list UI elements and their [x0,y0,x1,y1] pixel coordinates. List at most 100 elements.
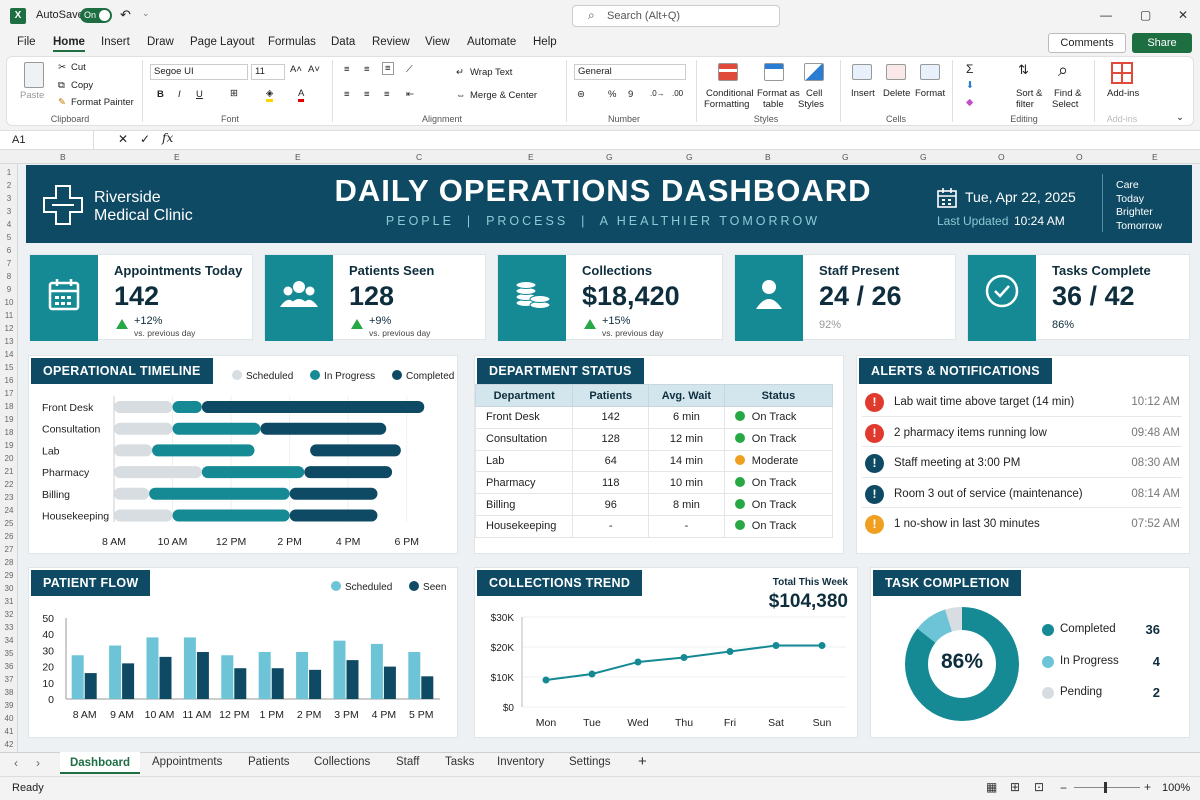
find-select-label2[interactable]: Select [1052,99,1079,110]
row-header-cell[interactable]: 20 [4,454,14,463]
find-select-label[interactable]: Find & [1054,88,1082,99]
cell-styles-icon[interactable] [804,63,824,81]
conditional-formatting-label2[interactable]: Formatting [704,99,750,110]
italic-icon[interactable]: I [178,89,181,100]
column-header-cell[interactable]: G [606,152,613,162]
zoom-slider[interactable] [1074,787,1140,788]
row-header-cell[interactable]: 37 [4,675,14,684]
collapse-ribbon-icon[interactable]: ⌄ [1176,112,1184,123]
add-sheet-icon[interactable]: + [638,753,647,770]
menu-home[interactable]: Home [53,36,85,52]
row-header-cell[interactable]: 40 [4,714,14,723]
conditional-formatting-label[interactable]: Conditional [706,88,754,99]
row-header-cell[interactable]: 32 [4,610,14,619]
decrease-font-icon[interactable]: A˅ [308,64,320,75]
menu-data[interactable]: Data [331,36,356,48]
row-header-cell[interactable]: 9 [6,285,12,294]
table-header[interactable]: Avg. Wait [648,384,725,407]
increase-font-icon[interactable]: A˄ [290,64,302,75]
row-header-cell[interactable]: 22 [4,480,14,489]
row-header-cell[interactable]: 12 [4,324,14,333]
row-header-cell[interactable]: 39 [4,701,14,710]
sheet-tab-staff[interactable]: Staff [396,756,420,768]
row-header-cell[interactable]: 33 [4,623,14,632]
underline-icon[interactable]: U [196,89,203,100]
page-layout-view-icon[interactable]: ⊞ [1010,780,1021,794]
row-header-cell[interactable]: 28 [4,558,14,567]
row-header-cell[interactable]: 15 [4,363,14,372]
column-header-cell[interactable]: E [1152,152,1158,162]
sheet-tab-patients[interactable]: Patients [248,756,290,768]
align-center-icon[interactable]: ≡ [364,89,370,100]
sheet-tab-appointments[interactable]: Appointments [152,756,223,768]
cell-styles-label2[interactable]: Styles [798,99,824,110]
column-header-cell[interactable]: E [295,152,301,162]
align-left-icon[interactable]: ≡ [344,89,350,100]
font-size-select[interactable]: 11 [251,64,285,80]
row-header-cell[interactable]: 35 [4,649,14,658]
indent-icon[interactable]: ⇤ [406,89,414,100]
row-header-cell[interactable]: 6 [6,246,12,255]
bold-icon[interactable]: B [157,89,164,100]
comments-button[interactable]: Comments [1048,33,1126,53]
column-header-cell[interactable]: O [998,152,1005,162]
row-header-cell[interactable]: 19 [4,441,14,450]
add-ins-button[interactable]: Add-ins [1107,88,1140,99]
row-header-cell[interactable]: 17 [4,389,14,398]
paste-button[interactable]: Paste [20,90,45,101]
row-header-cell[interactable]: 27 [4,545,14,554]
borders-icon[interactable]: ⊞ [230,88,238,99]
row-header-cell[interactable]: 8 [6,272,12,281]
insert-function-icon[interactable]: fx [162,131,174,145]
alert-text[interactable]: Lab wait time above target (14 min) [894,396,1075,408]
font-name-select[interactable]: Segoe UI [150,64,248,80]
row-header-cell[interactable]: 31 [4,597,14,606]
menu-help[interactable]: Help [533,36,557,48]
menu-draw[interactable]: Draw [147,36,174,48]
row-header-cell[interactable]: 19 [4,415,14,424]
align-middle-icon[interactable]: ≡ [364,64,370,75]
formula-bar[interactable] [0,130,1200,150]
search-box[interactable]: Search (Alt+Q) [572,5,780,27]
column-header-cell[interactable]: G [842,152,849,162]
fill-icon[interactable]: ⬇ [966,80,974,91]
row-header-cell[interactable]: 21 [4,467,14,476]
delete-cells-icon[interactable] [886,64,906,80]
menu-view[interactable]: View [425,36,450,48]
name-box[interactable]: A1 [6,131,94,149]
alert-text[interactable]: Staff meeting at 3:00 PM [894,457,1021,469]
cancel-entry-icon[interactable]: ✕ [118,132,129,146]
sheet-tab-collections[interactable]: Collections [314,756,371,768]
sheet-tab-dashboard[interactable]: Dashboard [60,752,140,774]
insert-cells-button[interactable]: Insert [851,88,875,99]
format-as-table-icon[interactable] [764,63,784,81]
row-header-cell[interactable]: 38 [4,688,14,697]
row-header-cell[interactable]: 23 [4,493,14,502]
column-header-cell[interactable]: E [174,152,180,162]
row-header-cell[interactable]: 14 [4,350,14,359]
column-header-cell[interactable]: B [765,152,771,162]
row-header-cell[interactable]: 10 [4,298,14,307]
format-as-table-label2[interactable]: table [763,99,784,110]
row-header-cell[interactable]: 11 [4,311,14,320]
row-header-cell[interactable]: 30 [4,584,14,593]
maximize-icon[interactable]: ▢ [1140,8,1152,22]
row-header-cell[interactable]: 5 [6,233,12,242]
paste-icon[interactable] [24,62,44,88]
clear-icon[interactable]: ◆ [966,97,974,108]
font-color-icon[interactable]: A [298,88,305,102]
column-header-cell[interactable]: G [920,152,927,162]
increase-decimal-icon[interactable]: .0→ [650,89,665,98]
format-cells-button[interactable]: Format [915,88,946,99]
alert-text[interactable]: 1 no-show in last 30 minutes [894,518,1040,530]
comma-style-icon[interactable]: 9 [628,89,634,100]
column-header-cell[interactable]: O [1076,152,1083,162]
currency-icon[interactable]: ⊜ [577,89,585,100]
align-top-icon[interactable]: ≡ [344,64,350,75]
menu-automate[interactable]: Automate [467,36,517,48]
format-painter-button[interactable]: Format Painter [71,97,134,108]
sheet-tab-inventory[interactable]: Inventory [497,756,545,768]
fill-color-icon[interactable]: ◈ [266,88,274,102]
copy-button[interactable]: Copy [71,80,94,91]
merge-center-button[interactable]: Merge & Center [470,90,538,101]
